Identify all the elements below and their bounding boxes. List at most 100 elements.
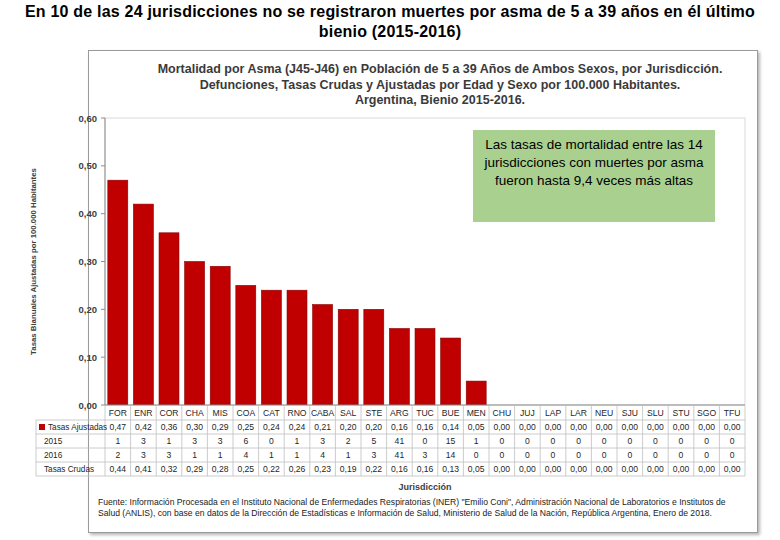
table-line (130, 406, 131, 476)
table-line (489, 406, 490, 476)
table-line (207, 406, 208, 476)
table-line (36, 434, 745, 435)
table-cell: 41 (395, 436, 405, 446)
bar (261, 290, 281, 405)
table-line (361, 406, 362, 476)
table-line (284, 406, 285, 476)
y-tick-label: 0,40 (79, 208, 98, 219)
table-line (514, 406, 515, 476)
table-cell: 0,00 (673, 464, 690, 474)
bar (108, 180, 128, 405)
table-row-label: 2015 (44, 437, 63, 446)
table-line (36, 420, 37, 476)
table-cell: 0,00 (519, 464, 536, 474)
table-cell: 3 (371, 450, 376, 460)
table-line (412, 406, 413, 476)
x-tick-label: TUC (416, 408, 434, 418)
table-cell: 0,22 (365, 464, 382, 474)
table-cell: 1 (269, 450, 274, 460)
bar (466, 381, 486, 405)
legend-label: Tasas Ajustadas (48, 423, 107, 432)
x-tick-label: CABA (311, 408, 335, 418)
table-cell: 1 (115, 436, 120, 446)
data-label: 0,30 (186, 422, 203, 432)
x-tick-label: SGO (697, 408, 716, 418)
data-label: 0,00 (621, 422, 638, 432)
table-line (156, 406, 157, 476)
table-line (233, 406, 234, 476)
y-tick-label: 0,50 (79, 160, 98, 171)
data-label: 0,20 (365, 422, 382, 432)
table-cell: 0,00 (724, 464, 741, 474)
bar (338, 309, 358, 405)
data-label: 0,00 (596, 422, 613, 432)
table-line (565, 406, 566, 476)
table-cell: 0 (653, 450, 658, 460)
y-axis-label: Tasas Bianuales Ajustadas por 100.000 Ha… (29, 167, 38, 354)
plot-area (105, 118, 745, 405)
bar (210, 266, 230, 405)
table-line (258, 406, 259, 476)
chart-subtitle: Defunciones, Tasas Crudas y Ajustadas po… (200, 78, 681, 92)
table-cell: 0,00 (493, 464, 510, 474)
table-cell: 14 (446, 450, 456, 460)
table-cell: 0 (679, 436, 684, 446)
y-tick (101, 261, 105, 262)
table-cell: 0 (576, 450, 581, 460)
table-cell: 0 (704, 450, 709, 460)
x-tick-label: NEU (595, 408, 613, 418)
annotation-line: fueron hasta 9,4 veces más altas (495, 173, 693, 188)
table-cell: 2 (346, 436, 351, 446)
data-label: 0,00 (698, 422, 715, 432)
x-tick-label: CHU (492, 408, 511, 418)
table-line (335, 406, 336, 476)
table-cell: 0 (499, 436, 504, 446)
table-cell: 0 (653, 436, 658, 446)
table-cell: 0 (474, 450, 479, 460)
table-cell: 0,29 (186, 464, 203, 474)
table-cell: 0 (679, 450, 684, 460)
table-cell: 0 (730, 450, 735, 460)
data-label: 0,16 (417, 422, 434, 432)
chart: Mortalidad por Asma (J45-J46) en Poblaci… (0, 0, 780, 540)
data-label: 0,21 (314, 422, 331, 432)
table-cell: 0 (704, 436, 709, 446)
table-line (386, 406, 387, 476)
heading: En 10 de las 24 jurisdicciones no se reg… (8, 2, 772, 42)
x-tick-label: LAP (545, 408, 562, 418)
x-tick-label: ENR (134, 408, 152, 418)
x-tick-label: FOR (109, 408, 127, 418)
source: Fuente: Información Procesada en el Inst… (98, 497, 748, 519)
x-axis-label: Jurisdicción (398, 482, 451, 492)
table-cell: 5 (371, 436, 376, 446)
x-tick-label: CHA (186, 408, 204, 418)
x-tick-label: ARG (390, 408, 409, 418)
data-label: 0,29 (212, 422, 229, 432)
table-cell: 2 (115, 450, 120, 460)
bar (313, 305, 333, 405)
table-cell: 0,25 (237, 464, 254, 474)
table-cell: 0 (551, 436, 556, 446)
table-cell: 0,00 (621, 464, 638, 474)
table-cell: 3 (192, 436, 197, 446)
y-tick-label: 0,20 (79, 304, 98, 315)
x-tick-label: STU (672, 408, 689, 418)
table-cell: 4 (243, 450, 248, 460)
table-cell: 0,22 (263, 464, 280, 474)
table-cell: 0,00 (596, 464, 613, 474)
x-tick-label: TFU (724, 408, 741, 418)
table-cell: 0,00 (647, 464, 664, 474)
table-cell: 1 (295, 436, 300, 446)
chart-subtitle: Argentina, Bienio 2015-2016. (355, 93, 525, 107)
table-cell: 6 (243, 436, 248, 446)
table-cell: 0,32 (161, 464, 178, 474)
table-cell: 0 (423, 436, 428, 446)
data-label: 0,14 (442, 422, 459, 432)
table-line (181, 406, 182, 476)
table-cell: 3 (167, 450, 172, 460)
table-cell: 4 (320, 450, 325, 460)
annotation-line: jurisdicciones con muertes por asma (483, 155, 704, 170)
table-cell: 0,13 (442, 464, 459, 474)
y-tick (101, 309, 105, 310)
table-row-label: 2016 (44, 451, 63, 460)
